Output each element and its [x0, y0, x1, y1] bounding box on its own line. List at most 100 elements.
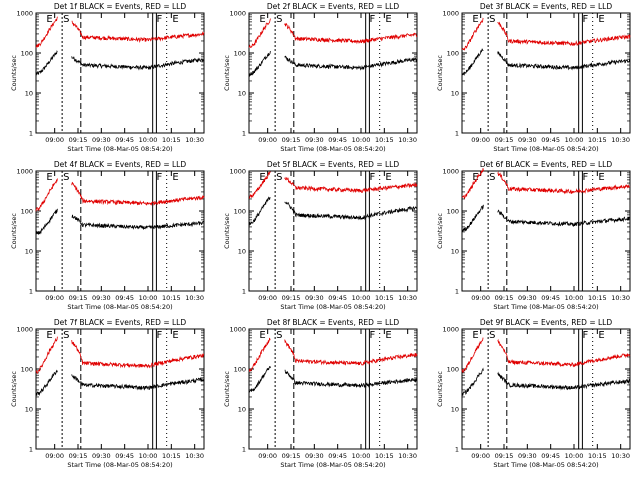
y-axis-label: Counts/sec: [223, 371, 231, 407]
x-axis-label: Start Time (08-Mar-05 08:54:20): [67, 461, 172, 469]
series-line-lld: [248, 18, 418, 48]
x-axis-label: Start Time (08-Mar-05 08:54:20): [493, 461, 598, 469]
time-marker-label: F: [582, 172, 588, 183]
y-tick-label: 10: [451, 248, 459, 256]
x-tick-label: 09:30: [92, 452, 111, 460]
x-tick-label: 09:30: [305, 294, 324, 302]
y-tick-label: 10: [451, 90, 459, 98]
x-tick-label: 10:15: [375, 294, 394, 302]
y-tick-label: 1000: [16, 326, 33, 334]
x-tick-label: 10:00: [565, 452, 584, 460]
y-tick-label: 1: [242, 288, 246, 296]
panel-det-7f: Det 7f BLACK = Events, RED = LLD 1 10 100 10…: [10, 318, 205, 469]
y-tick-label: 1000: [16, 10, 33, 18]
y-tick-label: 1: [29, 446, 33, 454]
time-marker-label: S: [489, 330, 495, 341]
y-tick-label: 1000: [442, 168, 459, 176]
time-marker-label: F: [156, 172, 162, 183]
x-axis-label: Start Time (08-Mar-05 08:54:20): [67, 145, 172, 153]
x-tick-label: 09:15: [69, 136, 88, 144]
time-marker-label: F: [369, 172, 375, 183]
time-marker-label: S: [63, 172, 69, 183]
x-tick-label: 10:30: [398, 294, 417, 302]
time-marker-label: E: [46, 172, 52, 183]
time-marker-label: E: [472, 14, 478, 25]
x-tick-label: 10:15: [588, 452, 607, 460]
x-tick-label: 09:15: [495, 452, 514, 460]
time-marker-label: S: [63, 14, 69, 25]
y-tick-label: 10: [25, 248, 33, 256]
time-marker-label: F: [369, 14, 375, 25]
x-tick-label: 10:30: [185, 452, 204, 460]
panel-det-9f: Det 9f BLACK = Events, RED = LLD 1 10 100 10…: [436, 318, 631, 469]
y-tick-label: 1: [455, 130, 459, 138]
time-marker-label: E: [472, 330, 478, 341]
y-tick-label: 10: [451, 406, 459, 414]
time-marker-label: E: [385, 14, 391, 25]
x-tick-label: 09:45: [328, 136, 347, 144]
x-axis-label: Start Time (08-Mar-05 08:54:20): [493, 145, 598, 153]
x-tick-label: 10:00: [139, 136, 158, 144]
x-tick-label: 09:30: [518, 452, 537, 460]
y-tick-label: 1000: [229, 10, 246, 18]
x-tick-label: 10:30: [185, 136, 204, 144]
series-line-events: [35, 208, 205, 235]
y-tick-label: 100: [21, 366, 33, 374]
y-tick-label: 1: [455, 446, 459, 454]
x-tick-label: 09:30: [518, 136, 537, 144]
x-tick-label: 10:30: [611, 452, 630, 460]
y-tick-label: 1000: [442, 10, 459, 18]
series-line-events: [461, 204, 631, 232]
series-line-lld: [35, 16, 205, 48]
plot-frame: [248, 328, 418, 450]
series-line-lld: [461, 168, 631, 199]
plot-frame: [35, 170, 205, 292]
x-tick-label: 10:15: [162, 294, 181, 302]
panel-det-4f: Det 4f BLACK = Events, RED = LLD 1 10 100 10…: [10, 160, 205, 311]
y-tick-label: 100: [447, 50, 459, 58]
x-tick-label: 09:15: [282, 452, 301, 460]
y-tick-label: 10: [25, 406, 33, 414]
panel-title: Det 4f BLACK = Events, RED = LLD: [54, 160, 187, 169]
x-tick-label: 09:00: [258, 294, 277, 302]
y-tick-label: 10: [238, 406, 246, 414]
x-tick-label: 10:15: [588, 136, 607, 144]
y-tick-label: 100: [447, 208, 459, 216]
x-tick-label: 09:15: [69, 452, 88, 460]
y-tick-label: 1000: [442, 326, 459, 334]
x-tick-label: 09:45: [328, 452, 347, 460]
x-tick-label: 10:15: [375, 452, 394, 460]
x-tick-label: 10:30: [611, 294, 630, 302]
y-tick-label: 10: [238, 90, 246, 98]
x-tick-label: 09:30: [92, 294, 111, 302]
x-tick-label: 09:45: [115, 452, 134, 460]
y-axis-label: Counts/sec: [10, 371, 18, 407]
series-line-lld: [461, 17, 631, 51]
series-line-events: [35, 369, 205, 397]
plot-frame: [248, 170, 418, 292]
x-tick-label: 09:00: [45, 136, 64, 144]
panel-title: Det 6f BLACK = Events, RED = LLD: [480, 160, 613, 169]
panel-title: Det 5f BLACK = Events, RED = LLD: [267, 160, 400, 169]
series-line-lld: [461, 337, 631, 374]
x-tick-label: 09:00: [471, 136, 490, 144]
y-tick-label: 100: [21, 208, 33, 216]
time-marker-label: S: [63, 330, 69, 341]
time-marker-label: E: [172, 14, 178, 25]
y-axis-label: Counts/sec: [223, 55, 231, 91]
x-tick-label: 09:30: [305, 452, 324, 460]
x-tick-label: 09:00: [45, 294, 64, 302]
y-axis-label: Counts/sec: [10, 55, 18, 91]
x-tick-label: 09:15: [69, 294, 88, 302]
panel-title: Det 1f BLACK = Events, RED = LLD: [54, 2, 187, 11]
y-axis-label: Counts/sec: [436, 213, 444, 249]
y-tick-label: 1000: [229, 326, 246, 334]
x-axis-label: Start Time (08-Mar-05 08:54:20): [280, 303, 385, 311]
x-axis-label: Start Time (08-Mar-05 08:54:20): [280, 461, 385, 469]
time-marker-label: S: [276, 330, 282, 341]
y-tick-label: 1000: [16, 168, 33, 176]
plot-frame: [248, 12, 418, 134]
time-marker-label: E: [46, 14, 52, 25]
series-line-events: [248, 51, 418, 77]
